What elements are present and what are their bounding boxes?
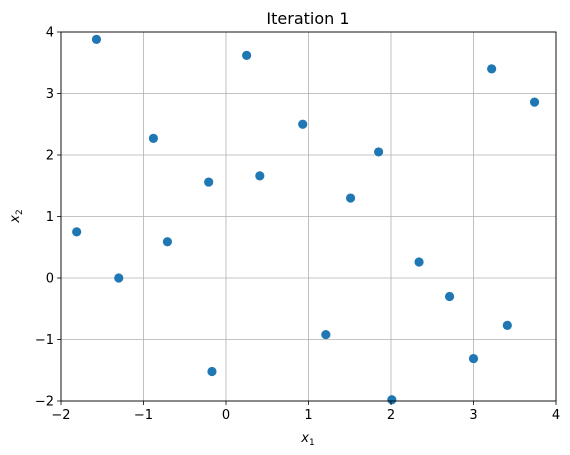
data-point [148, 133, 158, 143]
chart-title: Iteration 1 [266, 9, 349, 28]
data-point [468, 353, 479, 364]
x-tick-label: 3 [469, 408, 477, 423]
axis-ticks: −2 −1 0 1 2 3 4 −2 −1 0 1 2 3 4 [35, 26, 560, 424]
data-point [502, 320, 512, 330]
data-point [529, 97, 540, 107]
x-tick-label: −2 [51, 408, 70, 423]
x-tick-label: 2 [387, 408, 395, 423]
data-points [72, 34, 540, 405]
x-axis-label-subscript: 1 [309, 438, 315, 448]
data-point [444, 291, 455, 302]
data-point [345, 193, 356, 203]
x-tick-label: 0 [222, 408, 230, 423]
data-point [255, 171, 265, 181]
y-tick-label: −1 [35, 333, 54, 348]
x-axis-label: x1 [300, 431, 314, 448]
data-point [114, 273, 124, 283]
data-point [72, 227, 82, 237]
data-point [204, 177, 214, 187]
y-axis-label-base: x [8, 215, 23, 224]
data-point [387, 395, 397, 405]
x-tick-label: −1 [134, 408, 153, 423]
x-tick-label: 4 [552, 408, 560, 423]
data-point [242, 50, 252, 60]
y-tick-label: 1 [46, 210, 54, 225]
y-tick-label: −2 [35, 395, 54, 410]
data-point [487, 64, 497, 74]
y-axis-label-subscript: 2 [15, 209, 25, 215]
grid [60, 31, 557, 402]
x-axis-label-base: x [300, 431, 309, 446]
data-point [374, 147, 384, 157]
x-tick-label: 1 [304, 408, 312, 423]
data-point [91, 34, 102, 44]
y-tick-label: 2 [46, 149, 54, 164]
data-point [207, 366, 217, 377]
data-point [298, 119, 308, 129]
data-point [414, 257, 424, 267]
data-point [162, 237, 173, 247]
y-axis-label: x2 [8, 209, 25, 223]
y-tick-label: 3 [46, 87, 54, 102]
y-tick-label: 0 [46, 272, 54, 287]
y-tick-label: 4 [46, 26, 54, 41]
data-point [321, 329, 331, 340]
